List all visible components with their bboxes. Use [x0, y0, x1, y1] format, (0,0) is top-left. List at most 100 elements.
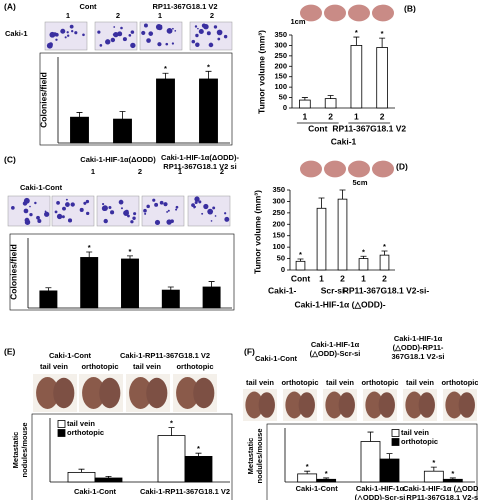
significance-star: *	[164, 64, 167, 73]
significance-star: *	[325, 469, 328, 478]
colony	[198, 28, 204, 35]
colony	[99, 44, 103, 47]
lung-photo	[129, 377, 152, 409]
subgroup-label: tail vein	[133, 362, 161, 371]
lung-photo	[245, 391, 264, 419]
colony	[61, 215, 65, 219]
group-header: RP11-367G18.1 V2 si	[163, 162, 236, 171]
colony	[24, 217, 30, 223]
lung-photo	[418, 392, 435, 418]
colony	[113, 26, 116, 28]
group-header: Caki-1-RP11-367G18.1 V2	[120, 351, 210, 360]
group-header: RP11-367G18.1 V2	[152, 2, 217, 11]
colony	[171, 42, 175, 45]
colony	[172, 27, 174, 30]
subgroup-label: 1	[158, 11, 162, 20]
tumor-photo	[324, 160, 346, 178]
legend-label: tail vein	[401, 428, 429, 437]
colony	[65, 202, 70, 207]
colony	[165, 42, 169, 46]
colony	[97, 30, 101, 34]
colony	[23, 208, 29, 214]
error-bar	[86, 251, 93, 258]
colony	[174, 29, 177, 32]
y-axis-label: Colonies/field	[38, 72, 48, 128]
colony	[206, 31, 211, 36]
x-tick-label: Caki-1-RP11-367G18.1 V2	[140, 487, 230, 496]
y-tick-label: 100	[274, 82, 287, 91]
colony	[46, 42, 53, 49]
colony	[212, 206, 216, 210]
significance-star: *	[383, 242, 386, 251]
colony	[167, 209, 170, 212]
colony	[37, 218, 42, 223]
bar	[295, 260, 306, 271]
significance-star: *	[381, 29, 384, 38]
bar	[299, 99, 311, 109]
y-axis-label: nodules/mouse	[20, 422, 29, 477]
bar	[358, 258, 369, 271]
error-bar	[353, 36, 360, 46]
colony	[56, 213, 63, 220]
colony	[64, 36, 67, 39]
legend-swatch	[57, 429, 66, 437]
bar	[157, 435, 186, 483]
colony	[130, 220, 134, 224]
colony	[105, 39, 111, 45]
colony	[152, 198, 156, 202]
bar	[113, 118, 132, 144]
scale-label: 5cm	[352, 178, 367, 187]
lung-photo	[82, 377, 105, 409]
colony	[217, 37, 221, 41]
colony	[195, 42, 200, 48]
legend-label: tail vein	[67, 419, 95, 428]
y-axis-label: Colonies/field	[8, 244, 18, 300]
colony	[194, 196, 200, 202]
group-header: Caki-1-HIF-1α(ΔODD)	[80, 155, 156, 164]
group-header: Caki-1-HIF-1α	[394, 334, 443, 343]
error-bar	[304, 470, 311, 474]
plot-frame	[9, 233, 235, 311]
colony	[11, 206, 15, 210]
significance-star: *	[299, 250, 302, 259]
colony	[65, 198, 68, 201]
subgroup-label: 1	[178, 167, 182, 176]
tumor-photo	[348, 160, 370, 178]
subgroup-label: orthotopic	[441, 378, 478, 387]
bar	[337, 198, 348, 271]
y-axis-label: Metastatic	[11, 432, 20, 469]
bar	[324, 98, 337, 109]
colony	[29, 205, 31, 208]
lung-photo	[365, 391, 384, 419]
colony	[133, 212, 137, 216]
colony	[79, 207, 84, 212]
colony	[45, 213, 48, 216]
x-tick-label: 2	[340, 273, 345, 283]
colony	[166, 219, 172, 225]
lung-photo	[99, 377, 121, 409]
y-tick-label: 350	[272, 185, 285, 194]
scale-label: 1cm	[290, 17, 305, 26]
row-label: Caki-1	[5, 29, 28, 38]
colony	[29, 212, 33, 217]
error-bar	[208, 281, 215, 287]
group-header: (△ODD)-RP11-	[393, 343, 444, 352]
bar	[376, 47, 388, 109]
subgroup-label: 1	[91, 167, 95, 176]
x-tick-label: 1	[361, 273, 366, 283]
group-header: Caki-1-HIF-1α	[311, 340, 360, 349]
y-tick-label: 100	[272, 242, 285, 251]
bar	[184, 455, 213, 483]
colony	[214, 215, 217, 217]
colony	[83, 201, 87, 205]
x-tick-label: (△ODD)-Scr-si	[355, 493, 406, 500]
colony	[203, 203, 209, 210]
group-header: Caki-1-Cont	[255, 354, 298, 363]
bar	[70, 116, 89, 144]
x-tick-label: 2	[328, 111, 333, 121]
tumor-photo	[300, 160, 322, 178]
tumor-photo	[372, 4, 394, 22]
colony	[216, 29, 223, 36]
colony	[146, 38, 151, 43]
